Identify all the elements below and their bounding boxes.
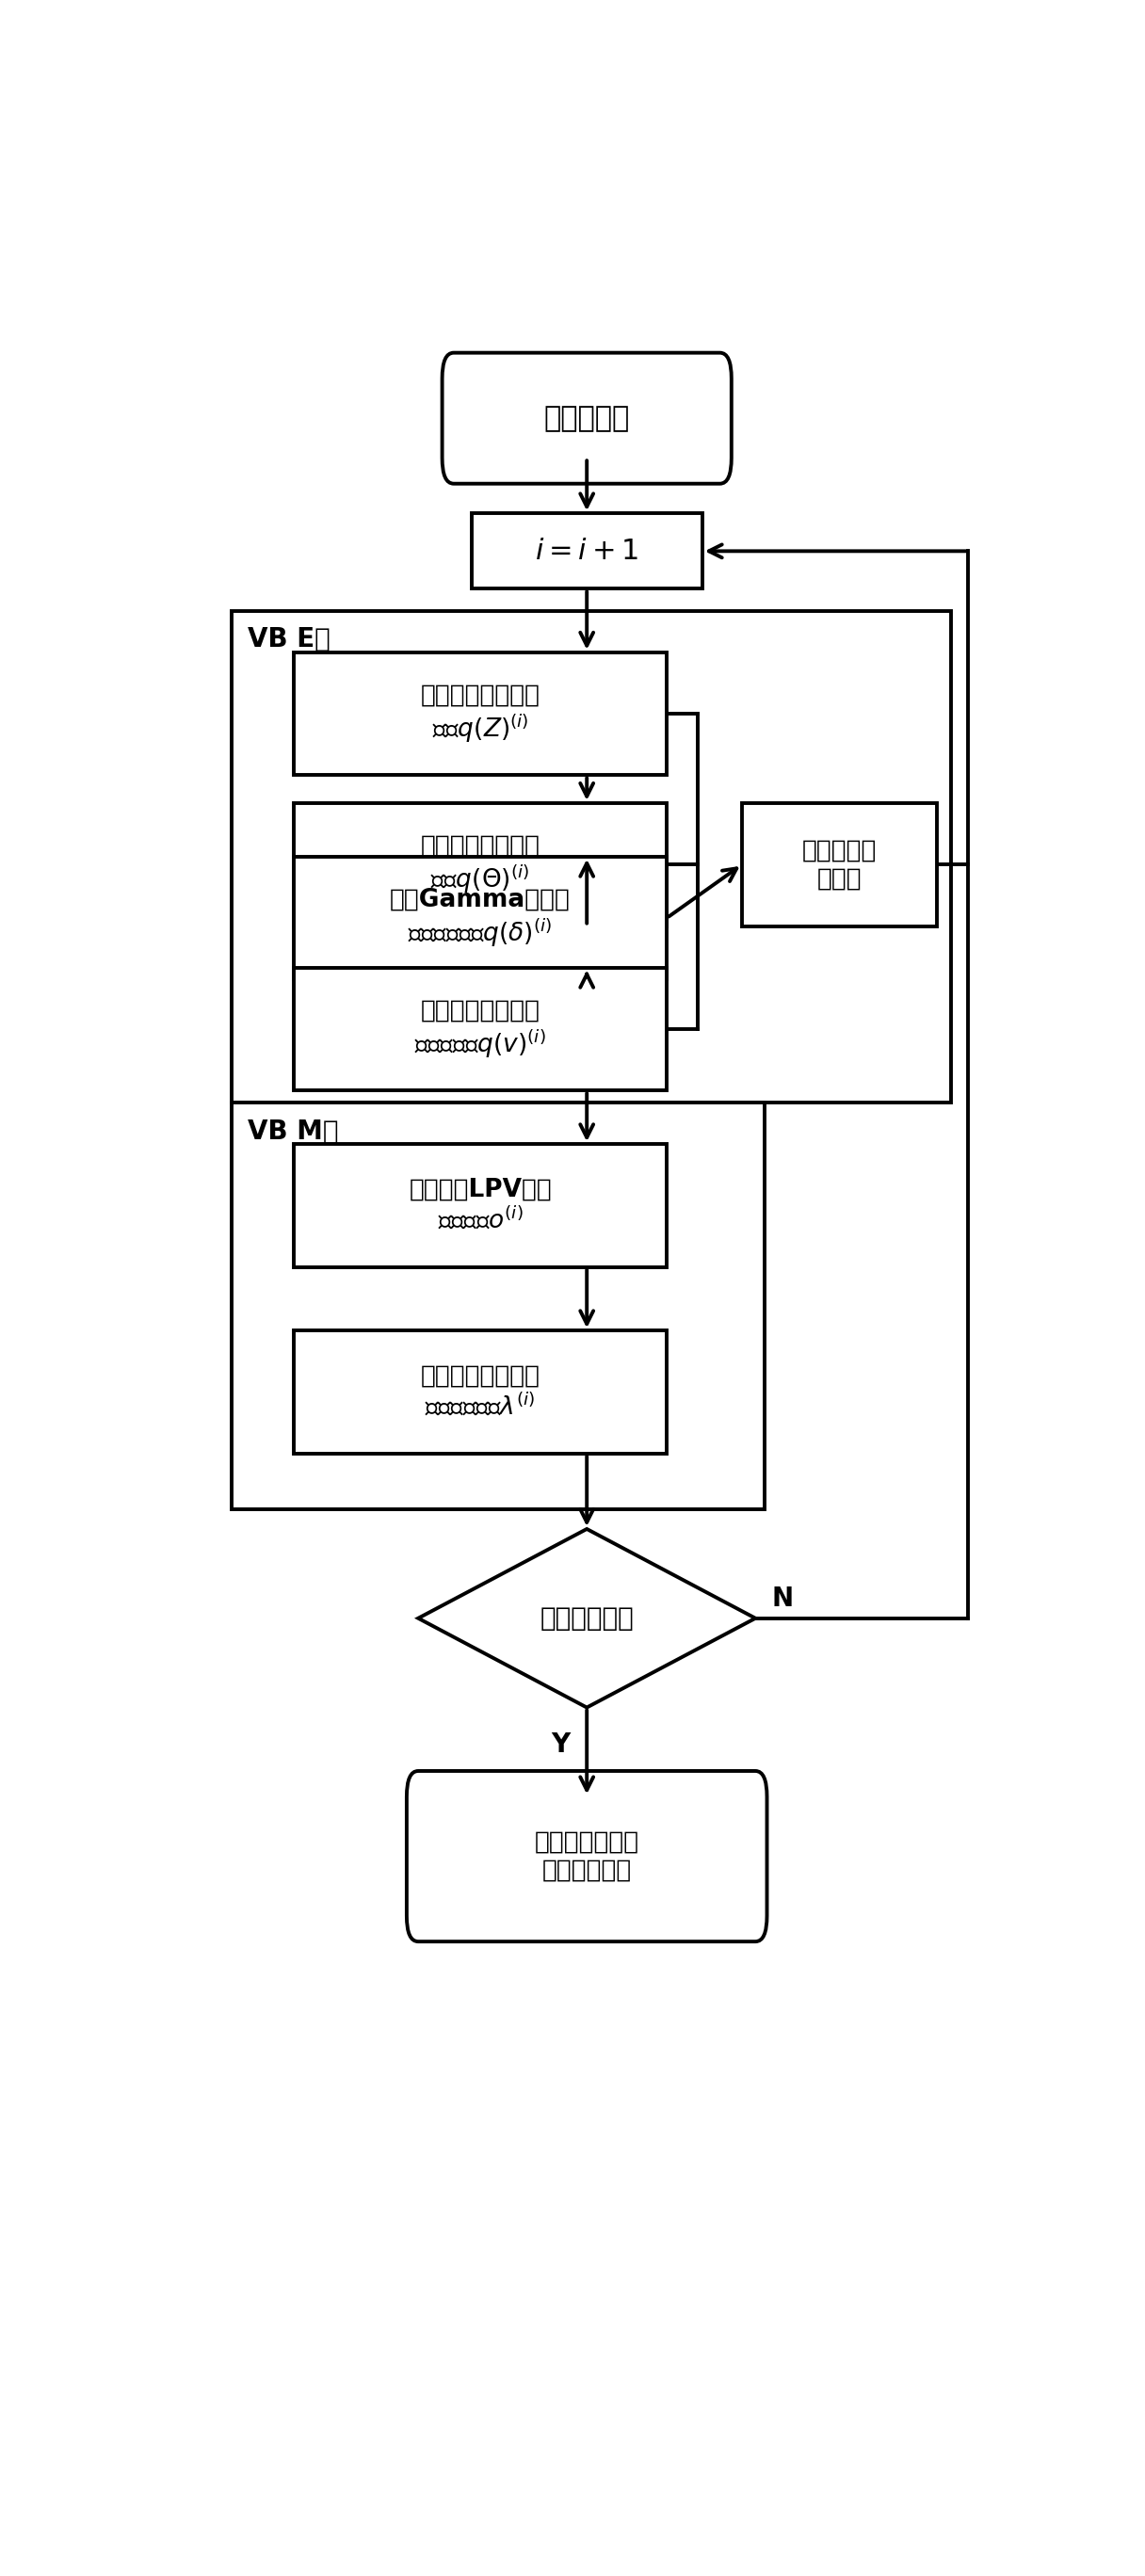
Polygon shape — [418, 1530, 756, 1708]
Text: 更新各变量
期望值: 更新各变量 期望值 — [803, 837, 877, 891]
Text: 更新模型身份变量
后验$q(Z)^{(i)}$: 更新模型身份变量 后验$q(Z)^{(i)}$ — [420, 683, 540, 744]
Bar — [294, 969, 666, 1090]
Bar — [294, 804, 666, 925]
Text: 更新Gamma分布超
参数变量后验$q(\delta)^{(i)}$: 更新Gamma分布超 参数变量后验$q(\delta)^{(i)}$ — [390, 886, 570, 948]
Bar — [294, 858, 666, 979]
Text: VB M步: VB M步 — [247, 1118, 339, 1144]
Text: 更新模型参数变量
后验$q(\Theta)^{(i)}$: 更新模型参数变量 后验$q(\Theta)^{(i)}$ — [420, 835, 540, 896]
Text: 参数初始化: 参数初始化 — [544, 404, 630, 433]
Bar — [294, 652, 666, 775]
Text: N: N — [772, 1584, 793, 1613]
Bar — [231, 1103, 765, 1510]
Bar — [294, 1332, 666, 1453]
Bar — [472, 513, 702, 590]
Bar — [742, 804, 938, 925]
Bar — [294, 1144, 666, 1267]
Text: 迭代终止条件: 迭代终止条件 — [539, 1605, 634, 1631]
Text: Y: Y — [551, 1731, 570, 1757]
Text: $i = i+1$: $i = i+1$ — [535, 538, 639, 564]
FancyBboxPatch shape — [406, 1770, 767, 1942]
Text: 优化求解拉普拉斯
分布尺度参数$\lambda^{(i)}$: 优化求解拉普拉斯 分布尺度参数$\lambda^{(i)}$ — [420, 1363, 540, 1419]
Text: 返回估计的模型
参数和输出值: 返回估计的模型 参数和输出值 — [535, 1829, 639, 1883]
Text: VB E步: VB E步 — [247, 626, 331, 652]
Text: 优化求解LPV模型
有效宽度$o^{(i)}$: 优化求解LPV模型 有效宽度$o^{(i)}$ — [409, 1177, 552, 1234]
FancyBboxPatch shape — [442, 353, 732, 484]
Bar — [231, 611, 950, 1103]
Text: 更新拉普拉斯分布
隐变量后验$q(v)^{(i)}$: 更新拉普拉斯分布 隐变量后验$q(v)^{(i)}$ — [414, 997, 546, 1061]
